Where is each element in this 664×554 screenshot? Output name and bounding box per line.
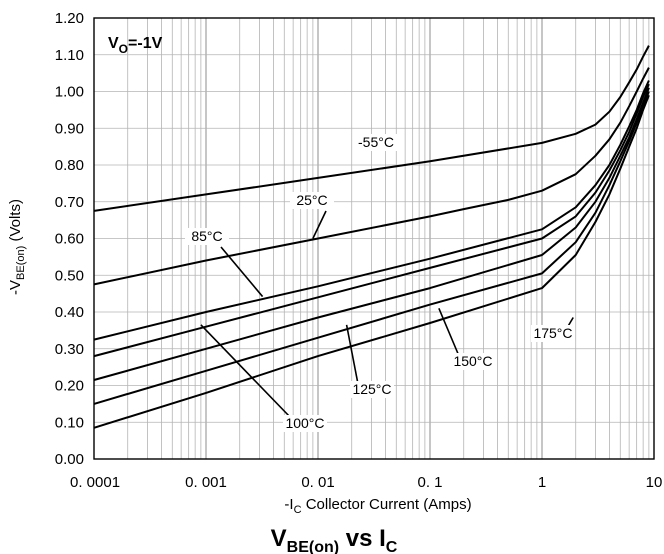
annotation-label: 175°C	[533, 325, 572, 341]
y-tick-label: 0.80	[55, 157, 84, 174]
annotation-leader	[438, 308, 460, 357]
annotations: -55°C 25°C 85°C 100°C 125°C 150°C 175°C	[185, 134, 575, 432]
y-tick-label: 1.00	[55, 84, 84, 101]
y-tick-label: 0.10	[55, 414, 84, 431]
x-tick-label: 0. 0001	[70, 474, 120, 491]
y-tick-label: 0.70	[55, 194, 84, 211]
annotation-background	[350, 381, 394, 398]
annotation-leader	[345, 324, 359, 385]
y-tick-label: 0.20	[55, 378, 84, 395]
annotation-label: -55°C	[358, 134, 394, 150]
series-line	[93, 87, 650, 381]
series-line	[93, 91, 650, 405]
y-tick-label: 0.00	[55, 451, 84, 468]
series-line	[93, 94, 650, 429]
annotation-background	[185, 228, 229, 245]
plot-frame	[93, 17, 655, 460]
series-line	[93, 83, 650, 358]
annotation-leader	[312, 210, 327, 239]
annotation-leader	[200, 324, 292, 419]
y-tick-labels: 0.00 0.10 0.20 0.30 0.40 0.50 0.60 0.70 0.80 0.90…	[55, 10, 84, 468]
annotation-background	[531, 325, 575, 342]
chart-title: VBE(on) vs IC	[271, 525, 398, 554]
annotation-label: 85°C	[191, 228, 222, 244]
y-axis-label: -VBE(on) (Volts)	[7, 199, 27, 295]
annotation-background	[283, 415, 327, 432]
y-tick-label: 0.90	[55, 120, 84, 137]
annotation-background	[451, 353, 495, 370]
x-tick-label: 0. 01	[301, 474, 334, 491]
annotation-label: 100°C	[285, 415, 324, 431]
series-line	[93, 45, 650, 212]
y-tick-label: 1.20	[55, 10, 84, 27]
x-tick-label: 0. 001	[185, 474, 227, 491]
y-tick-label: 0.50	[55, 267, 84, 284]
series-lines	[93, 45, 650, 429]
annotation-label: 125°C	[352, 381, 391, 397]
x-tick-label: 0. 1	[417, 474, 442, 491]
y-tick-label: 0.30	[55, 341, 84, 358]
grid-lines	[93, 17, 654, 460]
x-axis-label: -IC Collector Current (Amps)	[284, 496, 471, 516]
annotation-background	[290, 192, 334, 209]
y-tick-label: 0.60	[55, 231, 84, 248]
x-tick-labels: 0. 0001 0. 001 0. 01 0. 1 1 10	[70, 474, 662, 491]
series-line	[93, 80, 650, 341]
annotation-background	[354, 134, 398, 151]
y-tick-label: 1.10	[55, 47, 84, 64]
annotation-label: 150°C	[453, 353, 492, 369]
y-tick-label: 0.40	[55, 304, 84, 321]
x-tick-label: 1	[538, 474, 546, 491]
series-line	[93, 67, 650, 286]
x-tick-label: 10	[646, 474, 663, 491]
annotation-label: 25°C	[296, 192, 327, 208]
condition-note: VO=-1V	[108, 35, 163, 56]
annotation-leader	[220, 246, 264, 298]
